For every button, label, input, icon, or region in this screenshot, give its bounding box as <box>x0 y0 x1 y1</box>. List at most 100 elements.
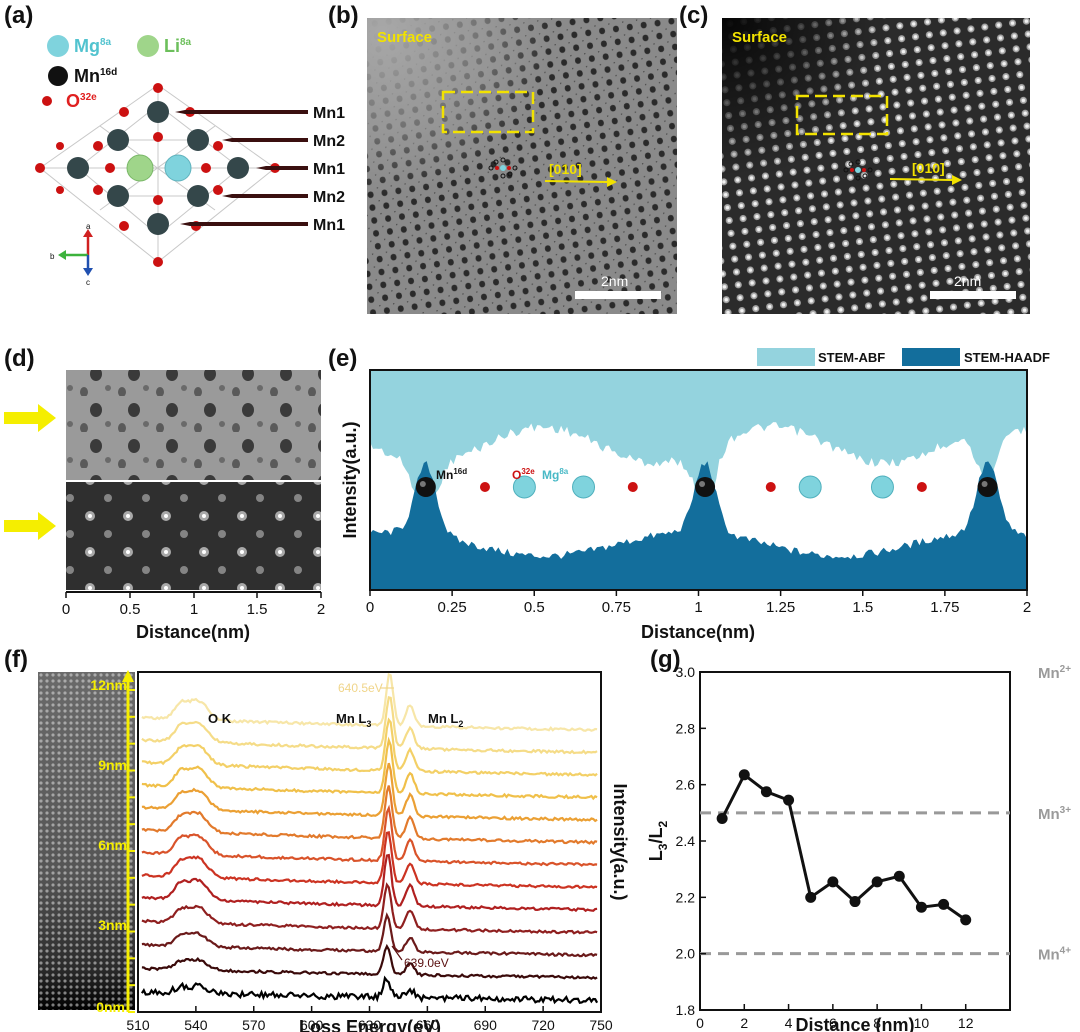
o-atom-label: O32e <box>512 467 535 482</box>
x-tick: 570 <box>242 1017 266 1032</box>
eels-spectrum <box>141 882 598 935</box>
x-tick: 2 <box>1023 599 1031 616</box>
y-tick: 2.4 <box>676 833 696 849</box>
x-tick: 510 <box>126 1017 150 1032</box>
y-tick: 1.8 <box>676 1002 696 1018</box>
x-tick: 2 <box>317 601 325 618</box>
haadf-depth-strip <box>38 672 135 1010</box>
data-point <box>738 769 750 781</box>
x-tick: 0 <box>366 599 374 616</box>
mg-atom-label: Mg8a <box>542 467 569 482</box>
data-point <box>849 896 861 908</box>
x-tick: 690 <box>474 1017 498 1032</box>
eels-spectrum <box>141 912 598 958</box>
layer-label-4: Mn2 <box>313 189 345 206</box>
axes-triad <box>58 229 93 276</box>
layer-label-5: Mn1 <box>313 217 345 234</box>
haadf-profile-area <box>370 461 1027 590</box>
mg-legend-sphere <box>47 35 69 57</box>
y-tick: 3.0 <box>676 664 696 680</box>
mg-legend-label: Mg8a <box>74 36 112 56</box>
crystal-structure-panel: Mg8a Li8a Mn16d O32e <box>35 35 345 287</box>
o-atom-marker <box>765 482 776 492</box>
x-tick: 600 <box>300 1017 324 1032</box>
x-tick: 0.5 <box>120 601 141 618</box>
stem-haadf-image: [010] Surface 2nm <box>722 18 1030 314</box>
o-k-edge-label: O K <box>208 711 232 726</box>
mn-atom-marker <box>695 477 716 497</box>
o-atom-marker <box>479 482 490 492</box>
eels-spectrum <box>141 831 598 889</box>
y-axis-title: L3/L2 <box>648 821 670 862</box>
eels-spectrum <box>141 853 598 913</box>
x-axis-title: Distance(nm) <box>136 622 250 642</box>
row-marker-arrow-top <box>4 404 56 432</box>
x-tick: 0.25 <box>438 599 467 616</box>
surface-label: Surface <box>732 29 787 46</box>
y-tick: 2.6 <box>676 777 696 793</box>
x-tick: 1.75 <box>930 599 959 616</box>
layer-label-2: Mn2 <box>313 133 345 150</box>
panel-label-b: (b) <box>328 2 359 29</box>
direction-label: [010] <box>912 160 945 176</box>
x-tick: 0.75 <box>602 599 631 616</box>
x-tick: 8 <box>873 1015 881 1031</box>
x-tick: 630 <box>358 1017 382 1032</box>
mn-legend-label: Mn16d <box>74 66 117 86</box>
direction-label: [010] <box>549 161 582 177</box>
stem-abf-image: [010] Surface 2nm <box>367 18 677 314</box>
abf-crop-image <box>66 370 321 480</box>
data-point <box>827 876 839 888</box>
x-axis-title: Loss Energy(eV) <box>299 1017 441 1032</box>
atom-marker-overlay <box>843 159 873 181</box>
legend-label-haadf: STEM-HAADF <box>964 350 1050 365</box>
data-point <box>938 898 950 910</box>
mg-atom-marker <box>870 475 894 499</box>
mn-l3-label: Mn L3 <box>336 711 371 729</box>
x-axis-title: Distance(nm) <box>641 622 755 642</box>
li-legend-label: Li8a <box>164 36 192 56</box>
layer-arrows <box>175 110 308 226</box>
o-legend-label: O32e <box>66 91 97 111</box>
intensity-profile-chart: STEM-ABF STEM-HAADF Mn16d O32e Mg8a Inte… <box>340 348 1050 642</box>
panel-label-g: (g) <box>650 646 681 673</box>
eels-spectrum <box>141 717 598 778</box>
x-tick: 1.5 <box>852 599 873 616</box>
scale-bar <box>575 291 661 299</box>
legend-swatch-abf <box>757 348 815 366</box>
x-tick: 1.5 <box>247 601 268 618</box>
l3-l2-ratio-chart: Mn2+ Mn3+ Mn4+ 0 2 4 6 8 10 12 1.8 2.0 2.2 2.4 2.6 2.8… <box>648 664 1071 1032</box>
oxidation-state-label: Mn4+ <box>1038 946 1071 964</box>
x-tick: 4 <box>785 1015 793 1031</box>
eels-spectrum <box>141 696 598 755</box>
eels-spectrum <box>141 943 598 980</box>
roi-box <box>441 90 535 134</box>
panel-label-a: (a) <box>4 2 34 29</box>
data-point <box>915 901 927 913</box>
peak-energy-bottom: 639.0eV <box>404 956 449 970</box>
y-axis-title: Intensity(a.u.) <box>610 783 630 900</box>
x-tick: 0.5 <box>524 599 545 616</box>
oxidation-state-label: Mn3+ <box>1038 805 1071 823</box>
data-point <box>760 786 772 798</box>
haadf-crop-image <box>66 482 321 590</box>
layer-label-1: Mn1 <box>313 105 345 122</box>
x-tick: 1.25 <box>766 599 795 616</box>
depth-label: 12nm <box>90 677 127 693</box>
legend-swatch-haadf <box>902 348 960 366</box>
x-tick: 1 <box>694 599 702 616</box>
x-tick: 2 <box>740 1015 748 1031</box>
depth-label: 9nm <box>98 757 127 773</box>
mg-atom-marker <box>512 475 536 499</box>
mg-atom-marker <box>572 475 596 499</box>
abf-profile-area <box>370 370 1027 520</box>
eels-spectrum <box>141 736 598 801</box>
x-tick: 6 <box>829 1015 837 1031</box>
roi-box <box>795 94 889 136</box>
panel-label-d: (d) <box>4 345 35 372</box>
mn-l2-label: Mn L2 <box>428 711 463 729</box>
mn-legend-sphere <box>48 66 68 86</box>
x-tick: 0 <box>62 601 70 618</box>
depth-label: 3nm <box>98 917 127 933</box>
scale-label: 2nm <box>601 273 628 289</box>
